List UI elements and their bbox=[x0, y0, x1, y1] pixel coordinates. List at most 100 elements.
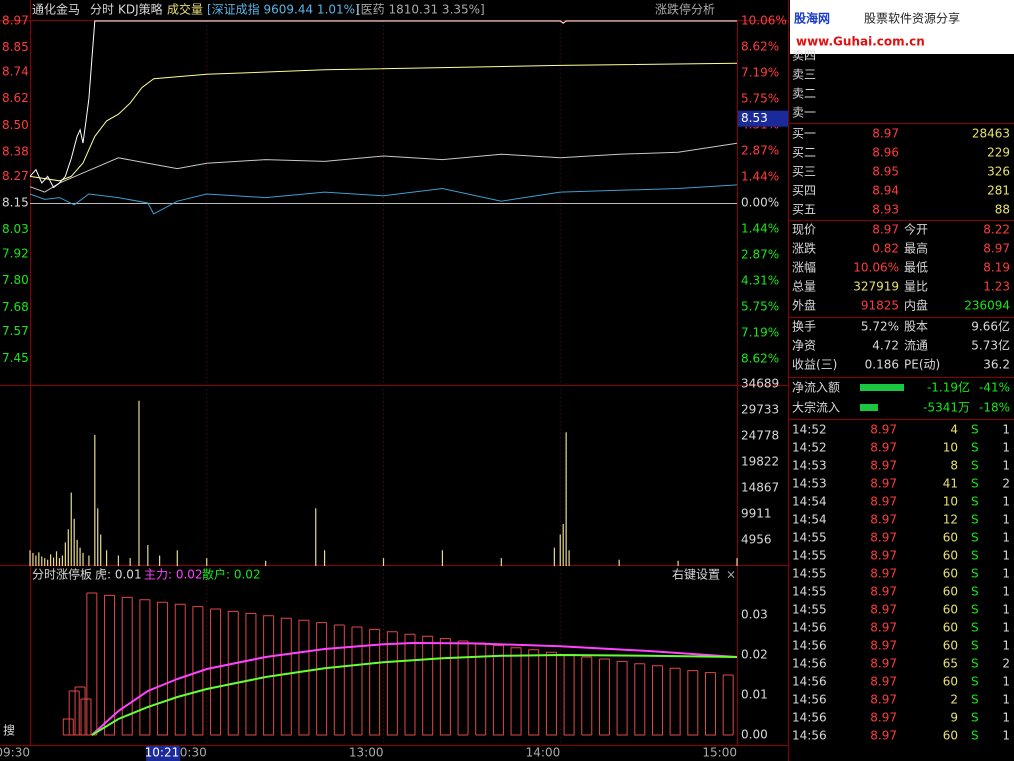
trade-side: S bbox=[971, 711, 979, 725]
sector-line bbox=[29, 142, 738, 193]
trade-time: 14:54 bbox=[792, 513, 827, 527]
trade-count: 1 bbox=[1002, 711, 1010, 725]
trade-side: S bbox=[971, 675, 979, 689]
seal-bar bbox=[422, 635, 434, 736]
cursor-time-label: 10:21 bbox=[145, 746, 180, 760]
volume-tick-label: 14867 bbox=[741, 480, 779, 494]
limit-analysis[interactable]: 涨跌停分析 bbox=[655, 2, 715, 17]
buy-volume: 28463 bbox=[972, 127, 1010, 141]
stat-value: 5.73亿 bbox=[971, 338, 1010, 353]
seal-bar bbox=[245, 612, 257, 736]
buy-label: 买三 bbox=[792, 165, 816, 179]
trade-time: 14:55 bbox=[792, 567, 827, 581]
stat-label: 净资 bbox=[792, 339, 816, 353]
price-tick-label: 7.92 bbox=[2, 247, 29, 261]
cursor-price-box bbox=[738, 110, 788, 127]
indicator-close[interactable]: × bbox=[726, 568, 736, 582]
buy-volume: 326 bbox=[987, 165, 1010, 179]
trade-time: 14:55 bbox=[792, 603, 827, 617]
indicator-settings[interactable]: 右键设置 bbox=[672, 567, 720, 582]
trade-side: S bbox=[971, 495, 979, 509]
buy-label: 买四 bbox=[792, 184, 816, 198]
stat-label: 涨跌 bbox=[792, 241, 816, 256]
trade-volume: 60 bbox=[943, 639, 958, 653]
trade-price: 8.97 bbox=[870, 711, 897, 725]
tab[interactable]: 成交量 bbox=[167, 2, 203, 17]
trade-side: S bbox=[971, 639, 979, 653]
seal-bar bbox=[333, 624, 345, 736]
buy-price: 8.97 bbox=[872, 127, 899, 141]
trade-price: 8.97 bbox=[870, 639, 897, 653]
trade-price: 8.97 bbox=[870, 621, 897, 635]
trade-volume: 8 bbox=[950, 459, 958, 473]
flow-amount: -5341万 bbox=[923, 401, 970, 415]
stat-value: 5.72% bbox=[861, 320, 899, 334]
stat-label: PE(动) bbox=[904, 358, 940, 372]
flow-bar bbox=[860, 404, 878, 411]
trade-volume: 10 bbox=[943, 441, 958, 455]
trade-side: S bbox=[971, 477, 979, 491]
flow-bar bbox=[860, 384, 904, 391]
price-tick-label: 8.38 bbox=[2, 144, 29, 158]
trade-count: 1 bbox=[1002, 423, 1010, 437]
trade-time: 14:56 bbox=[792, 657, 827, 671]
stat-value: 8.19 bbox=[983, 261, 1010, 275]
pct-tick-label: 1.44% bbox=[741, 169, 779, 183]
trade-count: 1 bbox=[1002, 693, 1010, 707]
search-button[interactable]: 搜 bbox=[3, 723, 15, 738]
volume-tick-label: 9911 bbox=[741, 507, 772, 521]
trade-side: S bbox=[971, 531, 979, 545]
price-tick-label: 7.68 bbox=[2, 300, 29, 314]
volume-tick-label: 24778 bbox=[741, 428, 779, 442]
seal-bar bbox=[492, 644, 504, 736]
trade-volume: 60 bbox=[943, 603, 958, 617]
trade-time: 14:56 bbox=[792, 639, 827, 653]
price-tick-label: 7.80 bbox=[2, 273, 29, 287]
seal-bar bbox=[616, 660, 628, 736]
seal-bar bbox=[545, 651, 557, 736]
tab[interactable]: KDJ策略 bbox=[118, 2, 163, 17]
trade-time: 14:53 bbox=[792, 477, 827, 491]
indicator-tick-label: 0.00 bbox=[741, 728, 768, 742]
pct-tick-label: 5.75% bbox=[741, 300, 779, 314]
buy-volume: 281 bbox=[987, 184, 1010, 198]
sell-label: 卖三 bbox=[792, 68, 816, 82]
trade-side: S bbox=[971, 621, 979, 635]
seal-bar bbox=[316, 622, 328, 736]
trade-price: 8.97 bbox=[870, 459, 897, 473]
time-tick-label: 09:30 bbox=[0, 746, 30, 760]
flow-label: 大宗流入 bbox=[792, 400, 840, 415]
stat-value: 8.22 bbox=[983, 223, 1010, 237]
tab[interactable]: 分时 bbox=[90, 3, 114, 17]
indicator-legend: 虎: 0.01 bbox=[95, 568, 142, 582]
trade-time: 14:56 bbox=[792, 621, 827, 635]
flow-pct: -41% bbox=[979, 381, 1010, 395]
seal-bar bbox=[351, 626, 363, 736]
trade-side: S bbox=[971, 729, 979, 743]
seal-bar bbox=[634, 663, 646, 736]
trade-price: 8.97 bbox=[870, 585, 897, 599]
trade-volume: 9 bbox=[950, 711, 958, 725]
price-tick-label: 8.15 bbox=[2, 196, 29, 210]
sell-label: 卖二 bbox=[792, 87, 816, 101]
trade-volume: 60 bbox=[943, 567, 958, 581]
trade-count: 1 bbox=[1002, 495, 1010, 509]
seal-bar bbox=[157, 601, 169, 736]
stat-value: 36.2 bbox=[983, 358, 1010, 372]
trade-price: 8.97 bbox=[870, 603, 897, 617]
trade-time: 14:56 bbox=[792, 693, 827, 707]
seal-bar bbox=[80, 698, 92, 736]
seal-bar bbox=[139, 599, 151, 736]
stat-value: 91825 bbox=[861, 299, 899, 313]
volume-tick-label: 19822 bbox=[741, 455, 779, 469]
stat-value: 0.82 bbox=[872, 242, 899, 256]
seal-bar bbox=[68, 690, 80, 736]
trade-volume: 4 bbox=[950, 423, 958, 437]
trade-time: 14:56 bbox=[792, 729, 827, 743]
flow-label: 净流入额 bbox=[792, 381, 840, 395]
trade-price: 8.97 bbox=[870, 531, 897, 545]
trade-price: 8.97 bbox=[870, 657, 897, 671]
trade-price: 8.97 bbox=[870, 675, 897, 689]
seal-bar bbox=[104, 594, 116, 736]
